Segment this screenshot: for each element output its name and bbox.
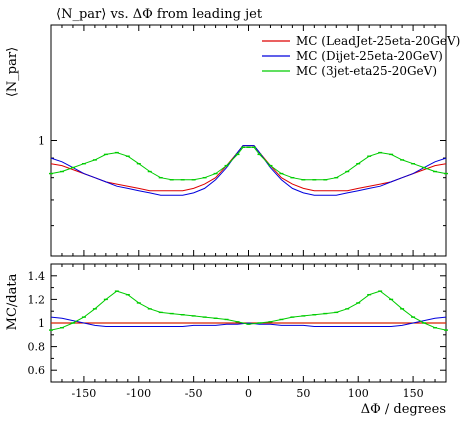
ratio-y-axis-label: MC/data	[5, 273, 20, 330]
x-tick-label: -150	[72, 387, 97, 400]
ratio-y-tick-label: 1	[38, 317, 45, 330]
legend-label: MC (LeadJet-25eta-20GeV)	[296, 34, 460, 48]
ratio-series-line	[50, 316, 447, 327]
legend-label: MC (Dijet-25eta-20GeV)	[296, 49, 443, 63]
ratio-y-tick-label: 1.4	[28, 270, 46, 283]
legend: MC (LeadJet-25eta-20GeV)MC (Dijet-25eta-…	[262, 34, 460, 78]
main-y-axis-label: ⟨N_par⟩	[5, 47, 20, 97]
plot-title: ⟨N_par⟩ vs. ΔΦ from leading jet	[56, 7, 263, 22]
x-tick-label: -50	[185, 387, 203, 400]
ratio-y-tick-label: 0.6	[28, 364, 46, 377]
main-series-3	[49, 146, 448, 181]
main-series-2	[50, 145, 447, 196]
main-series-line	[50, 145, 447, 196]
x-tick-label: 0	[245, 387, 252, 400]
x-tick-label: 100	[348, 387, 369, 400]
ratio-series-2	[50, 316, 447, 327]
x-tick-label: 150	[403, 387, 424, 400]
ratio-axis-ticks: -150 -100 -50 0 50 100 150 0.6 0.8 1 1.2 1.4	[28, 264, 447, 400]
x-axis-label: ΔΦ / degrees	[361, 402, 446, 417]
main-y-tick-label: 1	[38, 135, 45, 148]
ratio-series-group	[49, 290, 448, 331]
legend-label: MC (3jet-eta25-20GeV)	[296, 64, 437, 78]
ratio-plot-panel: -150 -100 -50 0 50 100 150 0.6 0.8 1 1.2 1.4	[28, 263, 448, 400]
main-series-line	[50, 146, 447, 181]
x-tick-label: -100	[126, 387, 151, 400]
main-plot-panel: 1 MC (LeadJet-25eta-20GeV)MC (Dijet-25et…	[38, 24, 460, 257]
main-axis-ticks: 1	[38, 24, 447, 256]
ratio-series-3	[49, 290, 448, 331]
ratio-y-tick-label: 1.2	[28, 293, 46, 306]
x-tick-label: 50	[296, 387, 310, 400]
main-series-group	[49, 145, 448, 196]
ratio-y-tick-label: 0.8	[28, 341, 46, 354]
